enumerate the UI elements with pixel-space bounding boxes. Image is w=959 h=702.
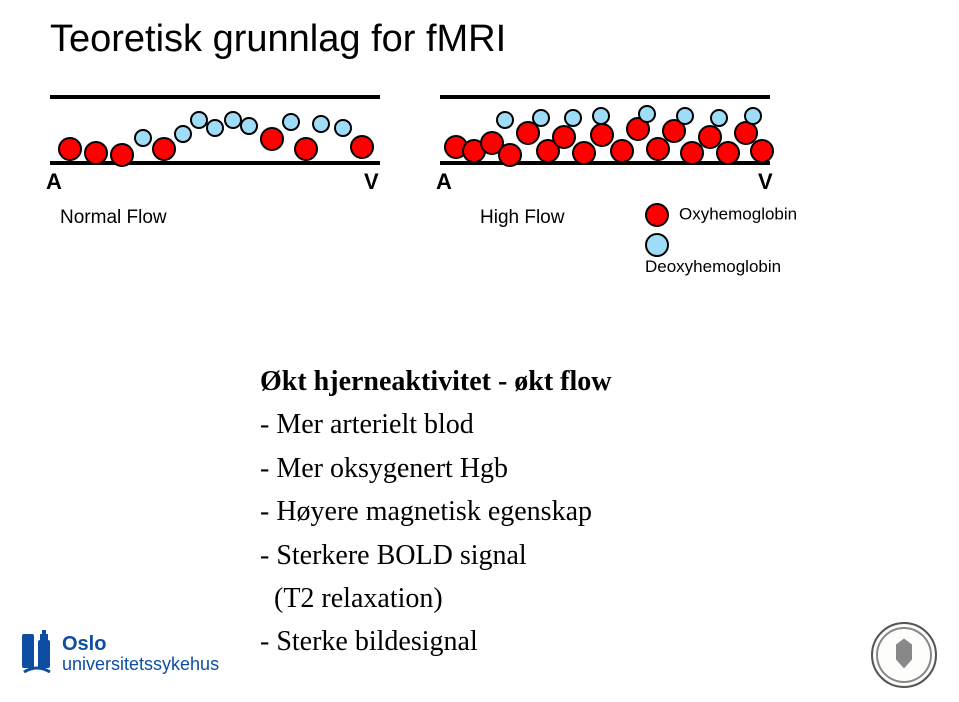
bullet-item: (T2 relaxation) — [260, 577, 612, 620]
vessel-high — [440, 95, 770, 165]
oxy-dot-icon — [645, 203, 669, 227]
oxy-cell-icon — [590, 123, 614, 147]
oxy-cell-icon — [750, 139, 774, 163]
bullet-item: - Høyere magnetisk egenskap — [260, 490, 612, 533]
deoxy-cell-icon — [710, 109, 728, 127]
deoxy-cell-icon — [312, 115, 330, 133]
deoxy-cell-icon — [240, 117, 258, 135]
deoxy-cell-icon — [638, 105, 656, 123]
logo-bottom-text: universitetssykehus — [62, 654, 219, 674]
oxy-cell-icon — [260, 127, 284, 151]
deoxy-cell-icon — [496, 111, 514, 129]
bullet-item: - Sterke bildesignal — [260, 620, 612, 663]
deoxy-cell-icon — [134, 129, 152, 147]
oxy-cell-icon — [294, 137, 318, 161]
university-seal-icon — [871, 622, 933, 684]
oxy-cell-icon — [572, 141, 596, 165]
deoxy-cell-icon — [564, 109, 582, 127]
deoxy-cell-icon — [334, 119, 352, 137]
seal-graphic — [871, 622, 937, 688]
oxy-cell-icon — [110, 143, 134, 167]
logo-oslo-universitetssykehus: Oslo universitetssykehus — [18, 626, 288, 682]
bullet-head: Økt hjerneaktivitet - økt flow — [260, 360, 612, 403]
label-arterial-high: A — [436, 169, 452, 195]
deoxy-cell-icon — [174, 125, 192, 143]
bullet-item: - Mer oksygenert Hgb — [260, 447, 612, 490]
label-arterial-normal: A — [46, 169, 62, 195]
legend-deoxy: Deoxyhemoglobin — [645, 233, 810, 277]
bold-flow-diagram: A V Normal Flow A V High Flow Oxyhemoglo… — [50, 95, 810, 325]
bullet-list: Økt hjerneaktivitet - økt flow - Mer art… — [260, 360, 612, 664]
oxy-cell-icon — [552, 125, 576, 149]
deoxy-cell-icon — [744, 107, 762, 125]
logo-top-text: Oslo — [62, 633, 106, 655]
deoxy-dot-icon — [645, 233, 669, 257]
bullet-item: - Mer arterielt blod — [260, 403, 612, 446]
label-venous-high: V — [758, 169, 773, 195]
oxy-cell-icon — [350, 135, 374, 159]
oxy-cell-icon — [498, 143, 522, 167]
oxy-cell-icon — [58, 137, 82, 161]
oxy-cell-icon — [152, 137, 176, 161]
vessel-normal — [50, 95, 380, 165]
oxy-cell-icon — [716, 141, 740, 165]
page-title: Teoretisk grunnlag for fMRI — [50, 18, 506, 61]
legend-deoxy-label: Deoxyhemoglobin — [645, 257, 781, 276]
deoxy-cell-icon — [532, 109, 550, 127]
label-high-flow: High Flow — [480, 207, 564, 229]
hospital-logo-icon: Oslo universitetssykehus — [18, 626, 288, 682]
label-venous-normal: V — [364, 169, 379, 195]
deoxy-cell-icon — [282, 113, 300, 131]
oxy-cell-icon — [84, 141, 108, 165]
bullet-item: - Sterkere BOLD signal — [260, 534, 612, 577]
oxy-cell-icon — [610, 139, 634, 163]
legend-oxy: Oxyhemoglobin — [645, 203, 797, 227]
deoxy-cell-icon — [592, 107, 610, 125]
legend-oxy-label: Oxyhemoglobin — [679, 204, 797, 223]
deoxy-cell-icon — [676, 107, 694, 125]
label-normal-flow: Normal Flow — [60, 207, 167, 229]
deoxy-cell-icon — [206, 119, 224, 137]
